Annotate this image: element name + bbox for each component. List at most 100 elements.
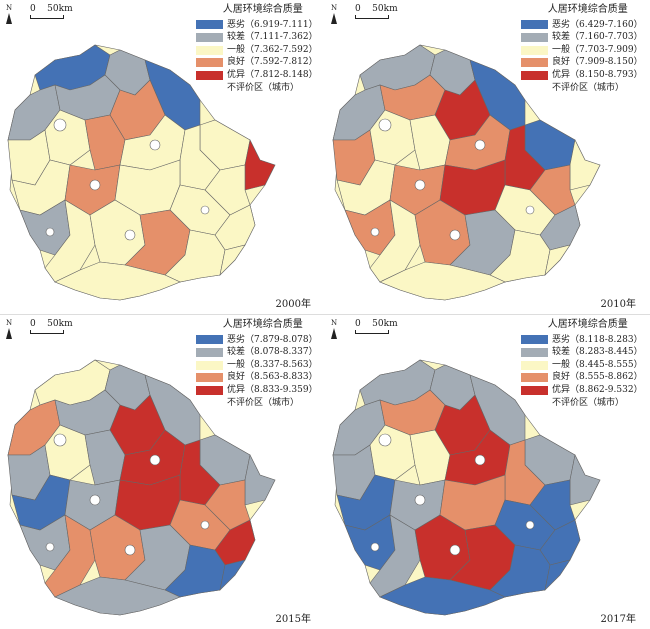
legend-swatch xyxy=(196,45,223,55)
legend-swatch xyxy=(521,385,548,395)
legend-swatch xyxy=(521,45,548,55)
legend-title: 人居环境综合质量 xyxy=(547,4,628,15)
legend-item: 良好（8.563-8.833） xyxy=(196,371,318,384)
choropleth-map xyxy=(7,359,276,616)
legend-swatch xyxy=(521,20,548,30)
unassessed-city-area xyxy=(45,542,55,552)
legend-label: 良好（8.555-8.862） xyxy=(552,372,643,383)
unassessed-city-area xyxy=(449,544,461,556)
county-region xyxy=(489,229,551,283)
county-region xyxy=(219,559,246,591)
county-region xyxy=(544,559,571,591)
legend-swatch xyxy=(196,385,223,395)
legend-title: 人居环境综合质量 xyxy=(547,319,628,330)
legend-label: 恶劣（7.879-8.078） xyxy=(227,334,318,345)
unassessed-city-area xyxy=(449,229,461,241)
year-label: 2017年 xyxy=(600,614,636,625)
legend-label: 优异（8.150-8.793） xyxy=(552,69,643,80)
map-panel-2015: N 0 50km 人居环境综合质量 恶劣（7.879-8.078） 较差（8.078-8… xyxy=(0,315,325,629)
scale-bar: 0 50km xyxy=(30,319,73,334)
county-region xyxy=(569,139,601,191)
choropleth-map xyxy=(332,359,601,616)
north-label: N xyxy=(6,4,13,12)
legend-item: 恶劣（6.429-7.160） xyxy=(521,19,643,32)
legend-label: 良好（7.909-8.150） xyxy=(552,57,643,68)
legend-label: 恶劣（8.118-8.283） xyxy=(552,334,643,345)
unassessed-city-area xyxy=(474,454,486,466)
legend-item-unassessed: 不评价区（城市） xyxy=(521,397,643,410)
legend-swatch xyxy=(196,360,223,370)
legend-item: 良好（7.909-8.150） xyxy=(521,56,643,69)
legend-swatch xyxy=(521,58,548,68)
map-legend: 人居环境综合质量恶劣（8.118-8.283） 较差（8.283-8.445） 一般… xyxy=(521,319,643,409)
unassessed-city-area xyxy=(378,118,392,132)
county-region xyxy=(164,229,226,283)
scale-label: 0 50km xyxy=(355,319,398,329)
scale-label: 0 50km xyxy=(30,4,73,14)
unassessed-city-area xyxy=(124,229,136,241)
legend-label: 不评价区（城市） xyxy=(227,397,300,408)
north-label: N xyxy=(6,319,13,327)
legend-title: 人居环境综合质量 xyxy=(222,4,303,15)
legend-item: 恶劣（8.118-8.283） xyxy=(521,334,643,347)
north-arrow-icon: N xyxy=(6,4,12,24)
legend-item: 良好（7.592-7.812） xyxy=(196,56,318,69)
north-label: N xyxy=(331,4,338,12)
legend-label: 不评价区（城市） xyxy=(552,82,625,93)
legend-label: 较差（8.078-8.337） xyxy=(227,347,318,358)
map-panel-2000: N 0 50km 人居环境综合质量恶劣（6.919-7.111） 较差（7.111-7… xyxy=(0,0,325,314)
unassessed-city-area xyxy=(378,433,392,447)
map-panel-2017: N 0 50km 人居环境综合质量恶劣（8.118-8.283） 较差（8.283-8… xyxy=(325,315,650,629)
county-region xyxy=(379,261,506,301)
choropleth-map xyxy=(332,44,601,301)
legend-item: 一般（7.362-7.592） xyxy=(196,44,318,57)
legend-label: 一般（7.362-7.592） xyxy=(227,44,318,55)
legend-swatch xyxy=(521,70,548,80)
north-label: N xyxy=(331,319,338,327)
unassessed-city-area xyxy=(53,433,67,447)
legend-label: 一般（8.337-8.563） xyxy=(227,359,318,370)
legend-label: 较差（7.160-7.703） xyxy=(552,32,643,43)
map-legend: 人居环境综合质量恶劣（6.919-7.111） 较差（7.111-7.362） 一般… xyxy=(196,4,318,94)
legend-swatch xyxy=(521,360,548,370)
legend-swatch xyxy=(521,347,548,357)
unassessed-city-area xyxy=(525,205,535,215)
legend-label: 较差（7.111-7.362） xyxy=(227,32,318,43)
legend-swatch xyxy=(196,20,223,30)
legend-swatch xyxy=(196,32,223,42)
unassessed-city-area xyxy=(89,179,101,191)
legend-swatch xyxy=(196,335,223,345)
county-region xyxy=(54,261,181,301)
unassessed-city-area xyxy=(370,227,380,237)
legend-swatch xyxy=(196,70,223,80)
legend-item-unassessed: 不评价区（城市） xyxy=(196,397,318,410)
legend-swatch xyxy=(196,347,223,357)
county-region xyxy=(219,244,246,276)
unassessed-city-area xyxy=(124,544,136,556)
legend-label: 良好（7.592-7.812） xyxy=(227,57,318,68)
panel-divider xyxy=(0,314,650,315)
north-arrow-icon: N xyxy=(331,4,337,24)
legend-item: 优异（8.833-9.359） xyxy=(196,384,318,397)
legend-item: 一般（8.337-8.563） xyxy=(196,359,318,372)
legend-item: 良好（8.555-8.862） xyxy=(521,371,643,384)
scale-bar: 0 50km xyxy=(355,4,398,19)
legend-item: 优异（8.150-8.793） xyxy=(521,69,643,82)
county-region xyxy=(244,454,276,506)
legend-item: 较差（7.111-7.362） xyxy=(196,31,318,44)
unassessed-city-area xyxy=(45,227,55,237)
scale-bar: 0 50km xyxy=(355,319,398,334)
north-arrow-icon: N xyxy=(331,319,337,339)
choropleth-map xyxy=(7,44,276,301)
unassessed-city-area xyxy=(149,454,161,466)
legend-label: 恶劣（6.429-7.160） xyxy=(552,19,643,30)
unassessed-city-area xyxy=(370,542,380,552)
scale-bar: 0 50km xyxy=(30,4,73,19)
unassessed-city-area xyxy=(525,520,535,530)
legend-label: 优异（8.833-9.359） xyxy=(227,384,318,395)
legend-label: 优异（7.812-8.148） xyxy=(227,69,318,80)
county-region xyxy=(489,544,551,598)
legend-label: 恶劣（6.919-7.111） xyxy=(227,19,318,30)
legend-item: 较差（8.283-8.445） xyxy=(521,346,643,359)
legend-item: 一般（8.445-8.555） xyxy=(521,359,643,372)
